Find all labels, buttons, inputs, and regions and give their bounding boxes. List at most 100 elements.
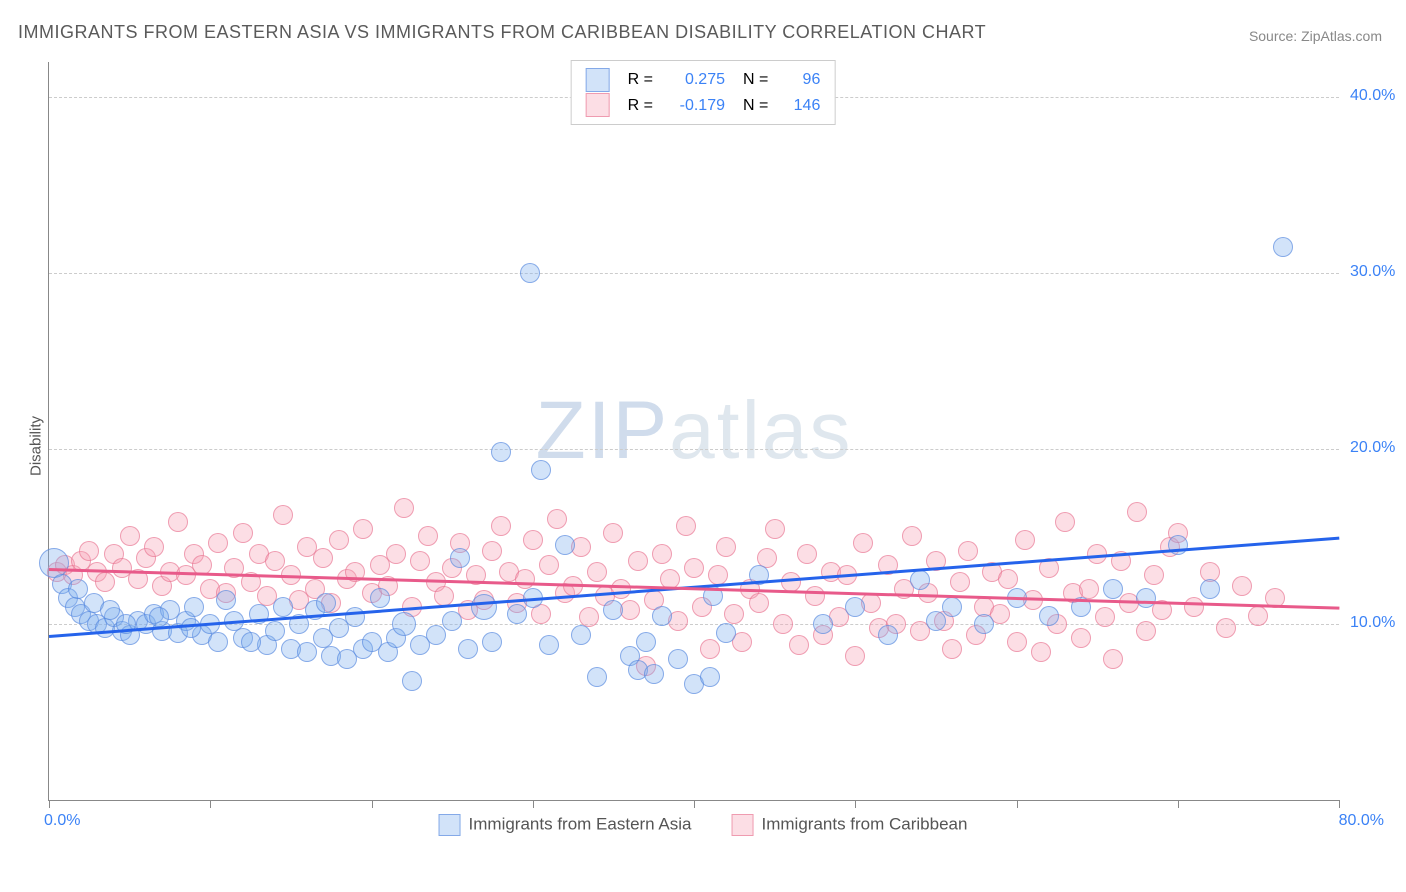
scatter-point-blue <box>571 625 591 645</box>
scatter-point-blue <box>878 625 898 645</box>
scatter-point-blue <box>392 612 416 636</box>
scatter-point-pink <box>523 530 543 550</box>
scatter-point-pink <box>208 533 228 553</box>
scatter-point-blue <box>668 649 688 669</box>
scatter-point-pink <box>611 579 631 599</box>
scatter-point-blue <box>507 604 527 624</box>
scatter-point-pink <box>1232 576 1252 596</box>
scatter-point-pink <box>1015 530 1035 550</box>
scatter-point-pink <box>394 498 414 518</box>
scatter-point-blue <box>149 607 169 627</box>
scatter-point-pink <box>797 544 817 564</box>
source-name: ZipAtlas.com <box>1301 28 1382 44</box>
n-value-blue: 96 <box>786 67 820 93</box>
scatter-point-blue <box>1273 237 1293 257</box>
source-attribution: Source: ZipAtlas.com <box>1249 28 1382 44</box>
plot-area: ZIPatlas <box>48 62 1339 801</box>
swatch-blue-icon <box>586 68 610 92</box>
scatter-point-blue <box>1136 588 1156 608</box>
scatter-point-pink <box>724 604 744 624</box>
series-pink: Immigrants from Caribbean <box>732 814 968 836</box>
scatter-point-pink <box>902 526 922 546</box>
y-tick-label: 10.0% <box>1350 614 1395 632</box>
scatter-point-blue <box>942 597 962 617</box>
scatter-point-blue <box>100 600 120 620</box>
scatter-point-pink <box>547 509 567 529</box>
series-blue: Immigrants from Eastern Asia <box>439 814 692 836</box>
scatter-point-blue <box>181 618 201 638</box>
scatter-point-pink <box>1055 512 1075 532</box>
x-tick <box>533 800 534 808</box>
scatter-point-pink <box>1071 628 1091 648</box>
scatter-point-pink <box>265 551 285 571</box>
scatter-point-pink <box>1136 621 1156 641</box>
n-label: N = <box>743 67 768 93</box>
scatter-point-blue <box>531 460 551 480</box>
series-legend: Immigrants from Eastern Asia Immigrants … <box>439 814 968 836</box>
scatter-point-blue <box>402 671 422 691</box>
scatter-point-pink <box>708 565 728 585</box>
scatter-point-pink <box>539 555 559 575</box>
scatter-point-pink <box>1095 607 1115 627</box>
scatter-point-blue <box>587 667 607 687</box>
scatter-point-pink <box>716 537 736 557</box>
watermark-zip: ZIP <box>536 385 670 476</box>
scatter-point-blue <box>520 263 540 283</box>
scatter-point-blue <box>458 639 478 659</box>
scatter-point-pink <box>998 569 1018 589</box>
scatter-point-blue <box>241 632 261 652</box>
chart-title: IMMIGRANTS FROM EASTERN ASIA VS IMMIGRAN… <box>18 22 986 43</box>
scatter-point-pink <box>652 544 672 564</box>
r-label: R = <box>628 93 653 119</box>
scatter-point-blue <box>539 635 559 655</box>
scatter-point-blue <box>491 442 511 462</box>
x-tick <box>210 800 211 808</box>
scatter-point-pink <box>805 586 825 606</box>
scatter-point-pink <box>942 639 962 659</box>
x-tick <box>372 800 373 808</box>
scatter-point-blue <box>316 593 336 613</box>
scatter-point-blue <box>482 632 502 652</box>
scatter-point-pink <box>233 523 253 543</box>
r-value-blue: 0.275 <box>671 67 725 93</box>
scatter-point-blue <box>603 600 623 620</box>
scatter-point-pink <box>845 646 865 666</box>
gridline <box>49 449 1339 450</box>
stats-legend: R = 0.275 N = 96 R = -0.179 N = 146 <box>571 60 836 125</box>
x-tick <box>1178 800 1179 808</box>
scatter-point-pink <box>313 548 333 568</box>
watermark: ZIPatlas <box>536 384 853 478</box>
scatter-point-blue <box>700 667 720 687</box>
x-tick <box>1339 800 1340 808</box>
scatter-point-blue <box>450 548 470 568</box>
scatter-point-blue <box>1168 535 1188 555</box>
stats-row-pink: R = -0.179 N = 146 <box>586 93 821 119</box>
scatter-point-blue <box>845 597 865 617</box>
scatter-point-pink <box>789 635 809 655</box>
scatter-point-pink <box>1127 502 1147 522</box>
scatter-point-pink <box>434 586 454 606</box>
scatter-point-pink <box>144 537 164 557</box>
scatter-point-pink <box>1184 597 1204 617</box>
x-tick <box>855 800 856 808</box>
x-tick <box>49 800 50 808</box>
scatter-point-blue <box>716 623 736 643</box>
scatter-point-pink <box>1248 606 1268 626</box>
n-value-pink: 146 <box>786 93 820 119</box>
scatter-point-pink <box>628 551 648 571</box>
scatter-point-blue <box>636 632 656 652</box>
gridline <box>49 273 1339 274</box>
scatter-point-pink <box>765 519 785 539</box>
scatter-point-pink <box>386 544 406 564</box>
series-pink-label: Immigrants from Caribbean <box>762 814 968 833</box>
scatter-point-blue <box>442 611 462 631</box>
scatter-point-pink <box>79 541 99 561</box>
scatter-point-pink <box>1031 642 1051 662</box>
swatch-blue-icon <box>439 814 461 836</box>
scatter-point-pink <box>1103 649 1123 669</box>
scatter-point-pink <box>700 639 720 659</box>
scatter-point-pink <box>515 569 535 589</box>
y-tick-label: 20.0% <box>1350 439 1395 457</box>
y-axis-label: Disability <box>28 416 45 476</box>
scatter-point-pink <box>958 541 978 561</box>
